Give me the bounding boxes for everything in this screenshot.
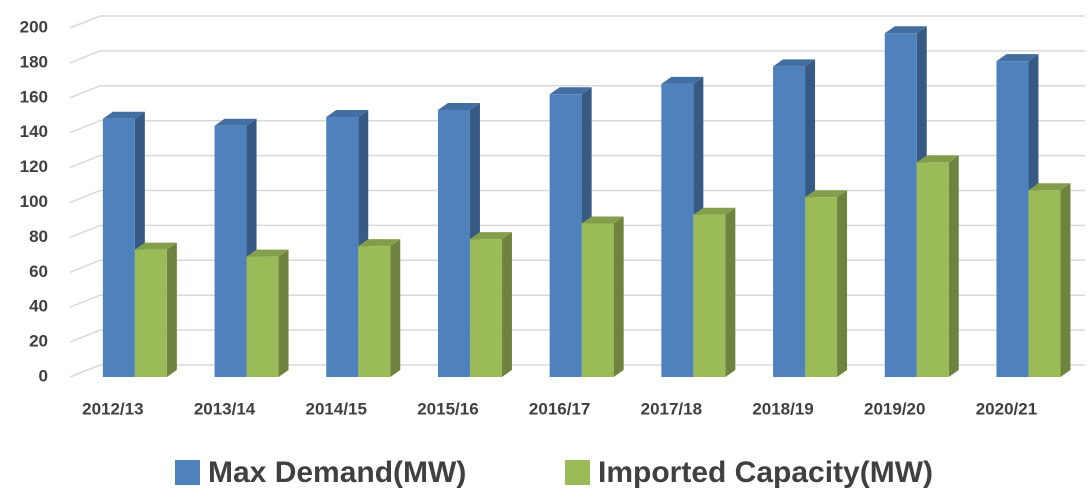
x-tick-label: 2014/15 bbox=[306, 399, 367, 418]
x-tick-label: 2019/20 bbox=[864, 399, 925, 418]
bar-top bbox=[469, 232, 512, 240]
bar bbox=[102, 118, 135, 378]
bar-top bbox=[916, 155, 959, 163]
grid-floor-line bbox=[69, 85, 101, 99]
bar-top bbox=[358, 239, 401, 247]
bar-top bbox=[134, 242, 177, 250]
y-tick-label: 80 bbox=[29, 227, 48, 246]
bar-top bbox=[884, 26, 927, 34]
bar-top bbox=[805, 190, 848, 198]
bar-top bbox=[326, 109, 369, 117]
x-tick-label: 2016/17 bbox=[529, 399, 590, 418]
bar bbox=[581, 223, 614, 377]
bar-side bbox=[613, 216, 624, 377]
y-tick-label: 140 bbox=[20, 122, 48, 141]
bar-top bbox=[437, 103, 480, 111]
x-tick-label: 2013/14 bbox=[194, 399, 256, 418]
bar bbox=[1028, 190, 1061, 377]
grid-floor-line bbox=[69, 364, 101, 378]
bar bbox=[326, 116, 359, 378]
bar bbox=[805, 197, 838, 377]
grid-floor-line bbox=[69, 294, 101, 308]
bar-top bbox=[549, 87, 592, 95]
x-tick-label: 2015/16 bbox=[417, 399, 478, 418]
y-tick-label: 40 bbox=[29, 297, 48, 316]
bar bbox=[996, 61, 1029, 377]
bar-side bbox=[390, 239, 401, 377]
grid-floor-line bbox=[69, 120, 101, 134]
bar-side bbox=[501, 232, 512, 377]
grid-floor-line bbox=[69, 154, 101, 169]
bar-top bbox=[996, 54, 1039, 62]
y-tick-label: 180 bbox=[20, 52, 48, 71]
x-tick-label: 2020/21 bbox=[976, 399, 1037, 418]
bar bbox=[884, 33, 917, 378]
bar-side bbox=[948, 155, 959, 377]
grid-floor-line bbox=[69, 50, 101, 64]
bar bbox=[773, 66, 806, 377]
grid-floor-line bbox=[69, 15, 101, 29]
bar bbox=[246, 256, 279, 377]
legend-label: Imported Capacity(MW) bbox=[598, 456, 933, 489]
bar bbox=[916, 162, 949, 377]
y-tick-label: 100 bbox=[20, 192, 48, 211]
y-tick-label: 60 bbox=[29, 262, 48, 281]
y-tick-label: 120 bbox=[20, 157, 48, 176]
legend-swatch bbox=[175, 460, 200, 485]
bar bbox=[693, 214, 726, 377]
y-tick-label: 20 bbox=[29, 332, 48, 351]
bar-side bbox=[278, 249, 289, 377]
bar-side bbox=[166, 242, 177, 377]
y-tick-label: 0 bbox=[39, 366, 48, 385]
bar bbox=[469, 239, 502, 377]
legend-swatch bbox=[565, 460, 590, 485]
bar-top bbox=[246, 249, 289, 257]
grid-floor-line bbox=[69, 329, 101, 343]
bar-top bbox=[773, 59, 816, 67]
legend-label: Max Demand(MW) bbox=[208, 456, 466, 489]
x-tick-label: 2018/19 bbox=[752, 399, 813, 418]
bar bbox=[549, 94, 582, 377]
grid-floor-line bbox=[69, 224, 101, 239]
bar-top bbox=[1028, 183, 1071, 191]
x-tick-label: 2012/13 bbox=[82, 399, 143, 418]
bar-top bbox=[581, 216, 624, 224]
bar-side bbox=[725, 207, 736, 377]
bar bbox=[358, 246, 391, 377]
bar-top bbox=[214, 118, 257, 126]
y-tick-label: 160 bbox=[20, 87, 48, 106]
bar-top bbox=[102, 111, 145, 119]
bar-side bbox=[837, 190, 848, 377]
bar bbox=[134, 249, 167, 377]
bar-top bbox=[661, 76, 704, 84]
x-tick-label: 2017/18 bbox=[641, 399, 702, 418]
bar bbox=[214, 125, 247, 377]
bar-side bbox=[1060, 183, 1071, 377]
y-tick-label: 200 bbox=[20, 17, 48, 36]
grid-floor-line bbox=[69, 259, 101, 273]
bar bbox=[661, 83, 694, 377]
grid-floor-line bbox=[69, 189, 101, 204]
bar-top bbox=[693, 207, 736, 215]
bar bbox=[437, 110, 470, 377]
